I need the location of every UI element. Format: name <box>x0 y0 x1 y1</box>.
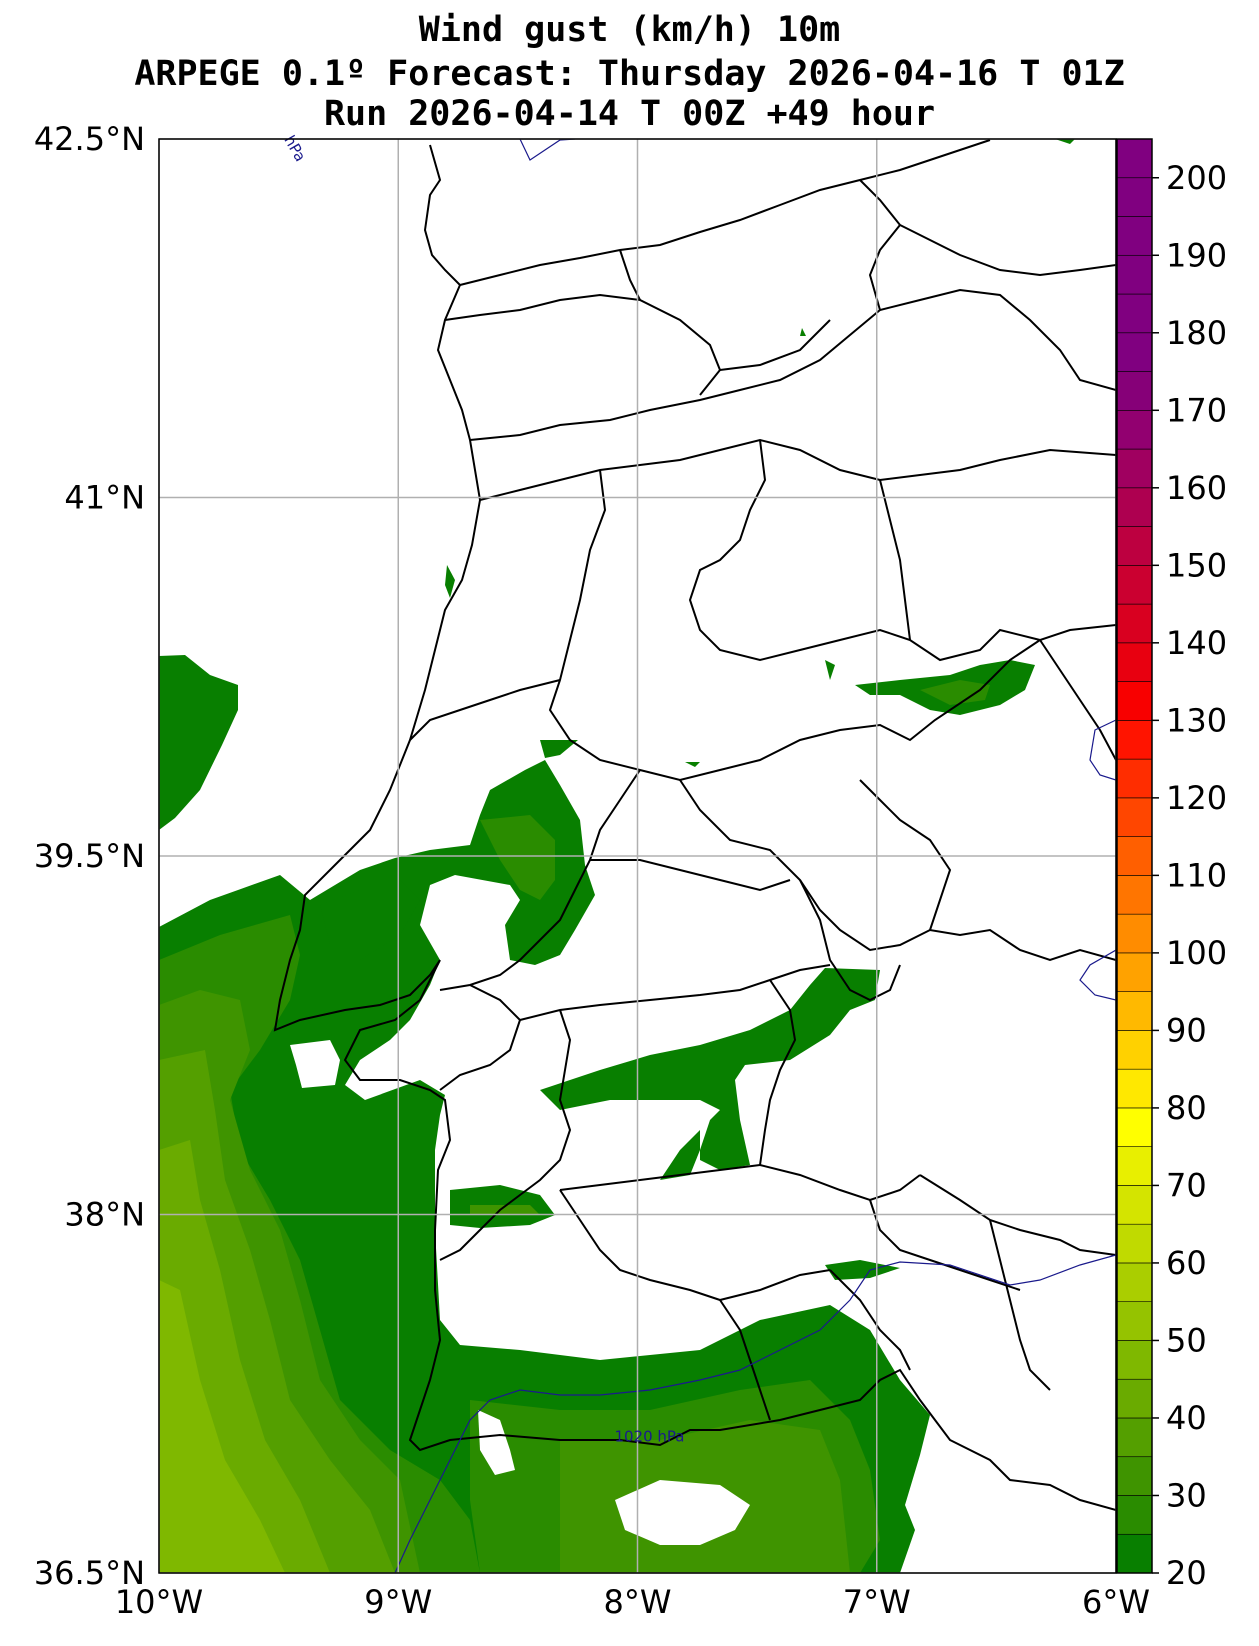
colorbar-segment <box>1116 1301 1153 1341</box>
colorbar-segment <box>1116 1495 1153 1535</box>
colorbar-segment <box>1116 332 1153 372</box>
colorbar-label: 160 <box>1166 469 1227 507</box>
colorbar-segment <box>1116 409 1153 450</box>
colorbar-segment <box>1116 138 1153 179</box>
y-axis-ticks: 42.5°N 41°N 39.5°N 38°N 36.5°N <box>34 120 145 1592</box>
isobar-layer <box>394 139 1116 1573</box>
colorbar-label: 200 <box>1166 159 1227 197</box>
colorbar-segment <box>1116 526 1153 566</box>
x-tick-label: 6°W <box>1082 1583 1150 1621</box>
colorbar-segment <box>1116 487 1153 527</box>
colorbar-segment <box>1116 991 1153 1031</box>
colorbar-segment <box>1116 836 1153 876</box>
colorbar-segment <box>1116 642 1153 682</box>
colorbar-segment <box>1116 1378 1153 1419</box>
isobar-label: hPa <box>280 132 309 164</box>
x-tick-label: 8°W <box>604 1583 672 1621</box>
map-frame <box>158 138 1117 1574</box>
x-tick-label: 7°W <box>843 1583 911 1621</box>
colorbar-segment <box>1116 1068 1153 1109</box>
colorbar-label: 40 <box>1166 1399 1207 1437</box>
y-tick-label: 42.5°N <box>34 120 145 158</box>
colorbar-label: 50 <box>1166 1321 1207 1359</box>
x-axis-ticks: 10°W 9°W 8°W 7°W 6°W <box>115 1583 1150 1621</box>
colorbar-segment <box>1116 1185 1153 1225</box>
x-tick-label: 9°W <box>364 1583 432 1621</box>
colorbar-segment <box>1116 603 1153 644</box>
colorbar-segment <box>1116 797 1153 837</box>
chart-title-line3: Run 2026-04-14 T 00Z +49 hour <box>323 94 936 134</box>
colorbar-label: 100 <box>1166 934 1227 972</box>
colorbar-segment <box>1116 875 1153 915</box>
colorbar-segment <box>1116 1340 1153 1380</box>
colorbar-segment <box>1116 565 1153 605</box>
y-tick-label: 38°N <box>64 1196 145 1234</box>
colorbar <box>1116 138 1153 1574</box>
colorbar-label: 60 <box>1166 1244 1207 1282</box>
x-tick-label: 10°W <box>115 1583 203 1621</box>
colorbar-segment <box>1116 758 1153 799</box>
colorbar-label: 30 <box>1166 1476 1207 1514</box>
colorbar-segment <box>1116 1417 1153 1458</box>
colorbar-label: 130 <box>1166 701 1227 739</box>
colorbar-segment <box>1116 720 1153 760</box>
y-tick-label: 41°N <box>64 479 145 517</box>
colorbar-label: 20 <box>1166 1554 1207 1592</box>
isobar-label: 1020 hPa <box>614 1428 684 1446</box>
colorbar-segment <box>1116 1223 1153 1264</box>
y-tick-label: 39.5°N <box>34 837 145 875</box>
colorbar-label: 140 <box>1166 624 1227 662</box>
colorbar-segment <box>1116 1030 1153 1070</box>
colorbar-segment <box>1116 681 1153 721</box>
gust-fill-layer <box>159 139 1075 1573</box>
colorbar-label: 70 <box>1166 1166 1207 1204</box>
colorbar-labels: 20 30 40 50 60 70 80 90 100 110 120 130 140 150 160 170… <box>1152 159 1227 1592</box>
colorbar-segment <box>1116 1146 1153 1186</box>
colorbar-label: 180 <box>1166 314 1227 352</box>
colorbar-segment <box>1116 177 1153 217</box>
colorbar-label: 90 <box>1166 1011 1207 1049</box>
y-tick-label: 36.5°N <box>34 1554 145 1592</box>
colorbar-segment <box>1116 1533 1153 1574</box>
colorbar-label: 110 <box>1166 856 1227 894</box>
colorbar-label: 170 <box>1166 391 1227 429</box>
colorbar-segment <box>1116 1456 1153 1496</box>
colorbar-segment <box>1116 216 1153 256</box>
colorbar-segment <box>1116 293 1153 334</box>
colorbar-segment <box>1116 913 1153 954</box>
colorbar-label: 150 <box>1166 546 1227 584</box>
coastline-and-borders <box>273 139 1116 1511</box>
colorbar-segment <box>1116 371 1153 411</box>
colorbar-segment <box>1116 1107 1153 1147</box>
colorbar-label: 80 <box>1166 1089 1207 1127</box>
chart-title-line2: ARPEGE 0.1º Forecast: Thursday 2026-04-1… <box>134 54 1125 94</box>
colorbar-segment <box>1116 254 1153 295</box>
colorbar-label: 120 <box>1166 779 1227 817</box>
colorbar-label: 190 <box>1166 236 1227 274</box>
colorbar-segment <box>1116 952 1153 992</box>
colorbar-segment <box>1116 448 1153 489</box>
colorbar-frame <box>1116 138 1153 1574</box>
colorbar-segment <box>1116 1262 1153 1303</box>
chart-title-line1: Wind gust (km/h) 10m <box>418 10 841 50</box>
